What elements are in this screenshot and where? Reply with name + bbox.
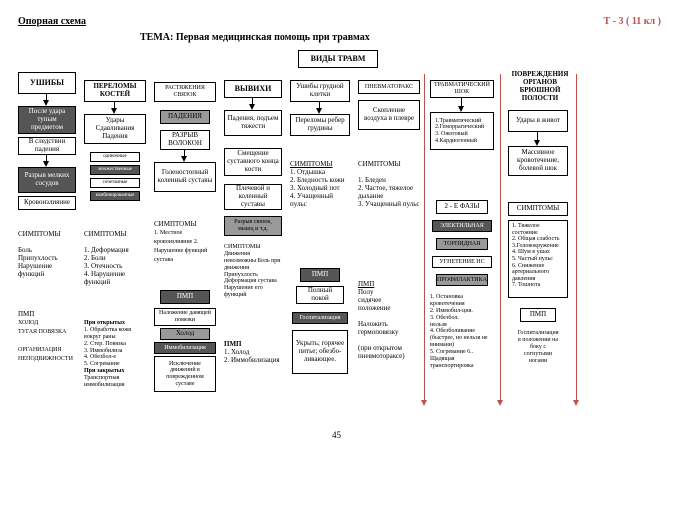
col4-symp: СИМПТОМЫДвижения невозможны Боль при дви… — [224, 244, 282, 299]
col6-pmp: ПМППолу сидячее положение Наложить гермо… — [358, 280, 420, 360]
col1-item2: Разрыв мелких сосудов — [18, 167, 76, 193]
col5-p3: Укрыть; горячее питье; обезбо-ливающее. — [292, 330, 348, 374]
col1-symp: СИМПТОМЫБоль Припухлость Нарушение функц… — [18, 230, 76, 278]
col3-symp: СИМПТОМЫ1. Местное кровоизлияние 2. Нару… — [154, 220, 216, 264]
col7-p3: УГНЕТЕНИЕ НС — [432, 256, 492, 268]
col8-b: Массивное кровотечение, болевой шок — [508, 146, 568, 176]
col5-symp: СИМПТОМЫ1. Отдышка 2. Бледность кожи 3. … — [290, 160, 350, 208]
col7-a: 1.Травматический 2.Геморрагический 3. Ож… — [430, 112, 494, 150]
col8-title: ПОВРЕЖДЕНИЯ ОРГАНОВ БРЮШНОЙ ПОЛОСТИ — [508, 70, 572, 102]
col8-symp: СИМПТОМЫ — [508, 202, 568, 216]
col3-p4: Исключение движений в поврежденном суста… — [154, 356, 216, 392]
col6-symp: СИМПТОМЫ1. Бледен 2. Частое, тяжелое дых… — [358, 160, 420, 208]
col3-p1: Наложение давящей повязки — [154, 308, 216, 326]
col8-symptxt: 1. Тяжелое состояние 2. Общая слабость 3… — [508, 220, 568, 298]
col8-a: Удары в живот — [508, 110, 568, 132]
col5-p1: Полный покой — [296, 286, 344, 304]
col2-item0: Удары Сдавливания Падения — [84, 114, 146, 144]
col5-title: Ушибы грудной клетки — [290, 80, 350, 102]
col7-p1: ЭЛЕКТИЛЬНАЯ — [432, 220, 492, 232]
col2-sub3: комбинированные — [90, 191, 140, 201]
col2-pmp: При открытых1. Обработка кожи вокруг ран… — [84, 320, 146, 389]
page-number: 45 — [332, 430, 341, 440]
col5-a: Переломы ребер грудины — [290, 114, 350, 136]
col2-title: ПЕРЕЛОМЫ КОСТЕЙ — [84, 80, 146, 102]
header-right: Т - 3 ( 11 кл ) — [604, 16, 661, 27]
col7-p4: ПРОФИЛАКТИКА — [436, 274, 488, 286]
col2-sub1: множественные — [90, 165, 140, 175]
col5-p2: Госпитализация — [292, 312, 348, 324]
col8-pmp: ПМП — [520, 308, 556, 322]
col2-symp: СИМПТОМЫ1. Деформация 2. Боли 3. Отечнос… — [84, 230, 146, 286]
col4-title: ВЫВИХИ — [224, 80, 282, 98]
col7-pt: 1. Остановка кровотечения 2. Иммобил-ция… — [430, 294, 494, 370]
col1-pmp: ПМПХОЛОД ТУГАЯ ПОВЯЗКА ОРГАНИЗАЦИЯ НЕПОД… — [18, 310, 76, 363]
col3-title: РАСТЯЖЕНИЯ СВЯЗОК — [154, 82, 216, 102]
col3-b: РАЗРЫВ ВОЛОКОН — [160, 130, 210, 150]
red-arrow-icon — [421, 400, 427, 406]
red-line — [500, 74, 501, 404]
col7-p2: ТОРПИДНАЯ — [436, 238, 488, 250]
red-line — [576, 74, 577, 404]
col6-a: Скопление воздуха в плевре — [358, 100, 420, 130]
header-center: ТЕМА: Первая медицинская помощь при трав… — [140, 32, 370, 43]
col3-a: ПАДЕНИЯ — [160, 110, 210, 124]
red-arrow-icon — [497, 400, 503, 406]
header-left: Опорная схема — [18, 16, 86, 27]
col4-item0: Падения, подъем тяжести — [224, 110, 282, 136]
col1-title: УШИБЫ — [18, 72, 76, 94]
col4-item3: Разрыв связок, мышц и т.д. — [224, 216, 282, 236]
col4-item1: Смещение суставного конца кости — [224, 148, 282, 176]
col6-title: ПНЕВМАТОРАКС — [358, 80, 420, 94]
connector — [537, 132, 538, 140]
red-line — [424, 74, 425, 404]
col1-item0: После удара тупым предметом — [18, 106, 76, 134]
col3-c: Голеностопный коленный суставы — [154, 162, 216, 192]
col2-sub0: одиночные — [90, 152, 140, 162]
col8-pmptxt: Госпитализация в положении на боку с сог… — [508, 330, 568, 364]
col1-item1: В следствии падения — [18, 137, 76, 155]
col3-p2: Холод — [160, 328, 210, 340]
col2-sub2: сочетанные — [90, 178, 140, 188]
col7-title: ТРАВМАТИЧЕСКИЙ ШОК — [430, 80, 494, 98]
col4-item2: Плечевой и коленный суставы — [224, 184, 282, 210]
col3-p3: Иммобилизация — [154, 342, 216, 354]
red-arrow-icon — [573, 400, 579, 406]
connector — [461, 98, 462, 106]
col4-pmp: ПМП1. Холод 2. Иммобилизация — [224, 340, 282, 364]
col7-ph: 2 - Е ФАЗЫ — [436, 200, 488, 214]
col5-pmp: ПМП — [300, 268, 340, 282]
root-node: ВИДЫ ТРАВМ — [298, 50, 378, 68]
col1-item3: Кровоизлияние — [18, 196, 76, 210]
col3-pmp: ПМП — [160, 290, 210, 304]
